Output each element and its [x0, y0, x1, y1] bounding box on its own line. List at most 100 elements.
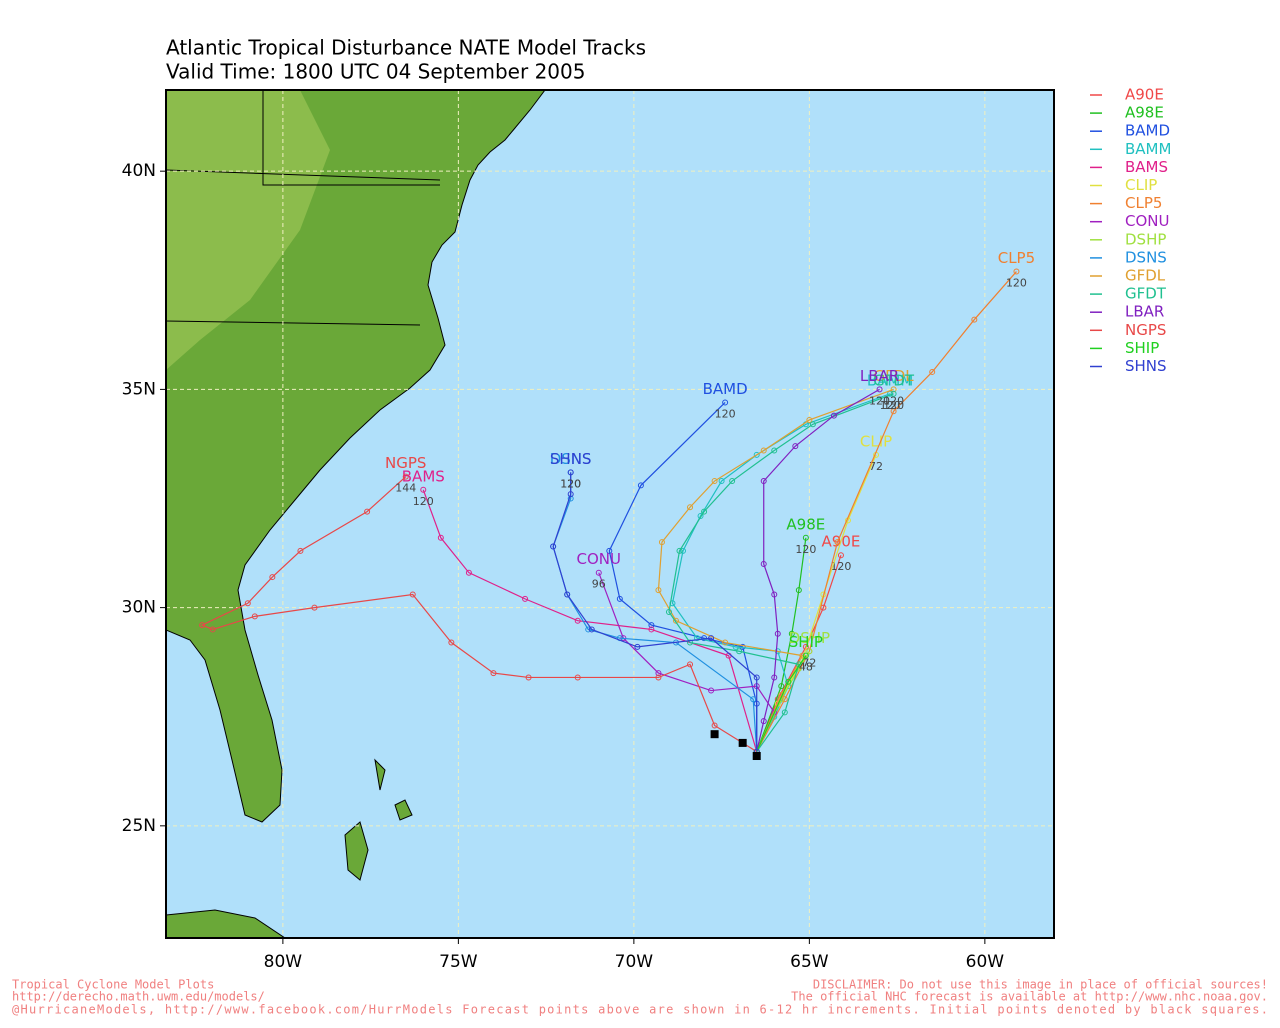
legend-entry: NGPS [1125, 321, 1166, 339]
forecast-point [595, 569, 602, 576]
forecast-point [929, 368, 936, 375]
forecast-point [658, 539, 665, 546]
hour-label: 120 [413, 495, 434, 508]
forecast-point [648, 622, 655, 629]
track-label: NGPS [385, 454, 426, 472]
forecast-point [655, 670, 662, 677]
forecast-point [760, 718, 767, 725]
model-track [756, 655, 807, 752]
forecast-point [655, 587, 662, 594]
forecast-point [876, 386, 883, 393]
y-tick-label: 30N [122, 598, 156, 618]
model-track [756, 271, 1017, 752]
forecast-point [1013, 268, 1020, 275]
frame [165, 89, 1055, 939]
track-label: LBAR [860, 367, 899, 385]
footer-text: DISCLAIMER: Do not use this image in pla… [813, 978, 1268, 992]
legend-entry: CONU [1125, 212, 1169, 230]
forecast-point [708, 687, 715, 694]
x-tick-label: 80W [264, 952, 303, 972]
model-track [552, 472, 758, 752]
initial-point [738, 738, 747, 747]
forecast-point [701, 508, 708, 515]
model-track [552, 472, 758, 752]
hour-label: 72 [802, 656, 816, 669]
track-label: BAMS [402, 467, 445, 485]
forecast-point [802, 652, 809, 659]
track-label: BAMD [703, 380, 748, 398]
legend-entry: GFDT [1125, 285, 1167, 303]
forecast-point [771, 591, 778, 598]
hour-label: 120 [883, 399, 904, 412]
hour-label: 120 [560, 477, 581, 490]
highlands [166, 90, 330, 370]
forecast-point [694, 635, 701, 642]
forecast-point [750, 696, 757, 703]
track-label: GFDT [873, 371, 915, 389]
footer-text: Tropical Cyclone Model Plots [12, 978, 214, 992]
forecast-point [830, 412, 837, 419]
forecast-point [420, 486, 427, 493]
track-label: SHIP [789, 633, 823, 651]
hour-label: 120 [880, 399, 901, 412]
bahamas [344, 758, 413, 881]
legend-entry: BAMS [1125, 158, 1168, 176]
forecast-point [890, 386, 897, 393]
forecast-point [648, 626, 655, 633]
initial-point [752, 752, 761, 761]
footer-text: @HurricaneModels, http://www.facebook.co… [12, 1003, 1268, 1017]
forecast-point [722, 399, 729, 406]
forecast-point [760, 560, 767, 567]
legend-entry: A90E [1125, 86, 1164, 104]
forecast-point [209, 626, 216, 633]
forecast-point [525, 674, 532, 681]
land [166, 90, 546, 938]
forecast-point [802, 534, 809, 541]
forecast-point [244, 600, 251, 607]
hour-label: 120 [830, 560, 851, 573]
legend-entry: CLP5 [1125, 194, 1162, 212]
track-label: DSHP [789, 629, 830, 647]
forecast-point [890, 408, 897, 415]
x-tick-label: 60W [966, 952, 1005, 972]
forecast-point [722, 639, 729, 646]
forecast-point [785, 678, 792, 685]
forecast-point [795, 587, 802, 594]
tracks: A90E120A98E120BAMD120BAMM120BAMS120CLIP7… [199, 249, 1035, 761]
forecast-point [311, 604, 318, 611]
hour-label: 48 [799, 661, 813, 674]
forecast-point [637, 482, 644, 489]
forecast-point [774, 630, 781, 637]
forecast-point [585, 626, 592, 633]
track-label: A98E [786, 515, 825, 533]
forecast-point [448, 639, 455, 646]
model-track [756, 555, 842, 752]
forecast-point [799, 652, 806, 659]
hour-label: 96 [592, 578, 606, 591]
model-track [608, 402, 758, 752]
forecast-point [971, 316, 978, 323]
forecast-point [567, 469, 574, 476]
hour-label: 120 [715, 407, 736, 420]
forecast-point [792, 443, 799, 450]
forecast-point [753, 451, 760, 458]
track-label: BAMM [867, 371, 913, 389]
forecast-point [809, 421, 816, 428]
y-tick-label: 35N [122, 379, 156, 399]
forecast-point [753, 674, 760, 681]
title: Atlantic Tropical Disturbance NATE Model… [166, 36, 646, 60]
forecast-point [465, 569, 472, 576]
forecast-point [364, 508, 371, 515]
forecast-point [771, 447, 778, 454]
forecast-point [708, 635, 715, 642]
forecast-point [199, 622, 206, 629]
forecast-point [490, 670, 497, 677]
forecast-point [729, 478, 736, 485]
forecast-point [697, 512, 704, 519]
x-tick-label: 75W [439, 952, 478, 972]
footer-text: http://derecho.math.uwm.edu/models/ [12, 990, 265, 1004]
forecast-point [760, 478, 767, 485]
x-tick-label: 65W [790, 952, 829, 972]
model-track [668, 393, 894, 752]
hour-label: 120 [883, 394, 904, 407]
